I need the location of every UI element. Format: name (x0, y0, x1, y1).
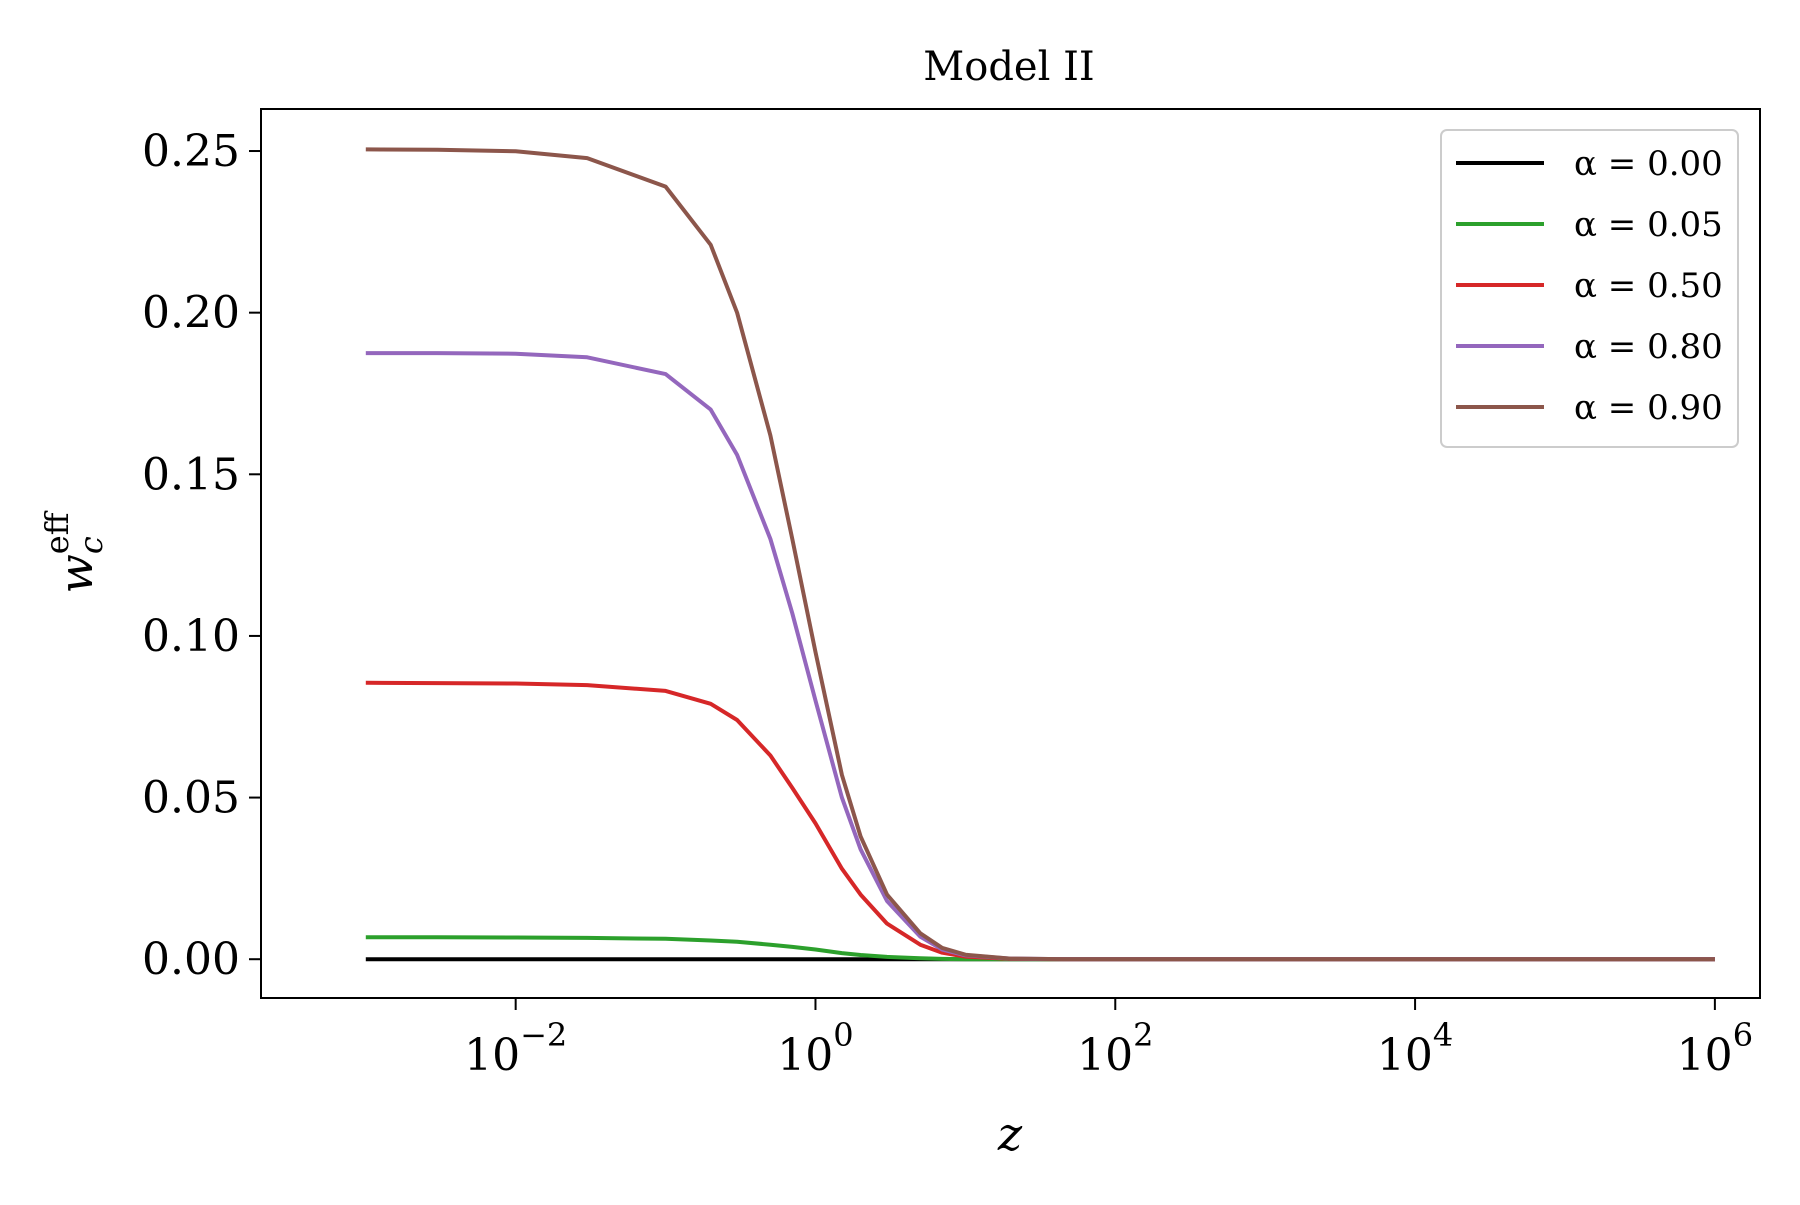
y-axis-label-sup: eff (38, 510, 76, 554)
legend: α = 0.00 α = 0.05 α = 0.50 α = 0.80 α = 0.90 (1440, 129, 1739, 448)
x-tick-label-3: 104 (1377, 1016, 1453, 1081)
legend-label-4: α = 0.90 (1574, 388, 1723, 428)
y-tick-label-0: 0.00 (142, 934, 240, 985)
legend-label-0: α = 0.00 (1574, 144, 1723, 184)
plot-frame (260, 108, 1761, 999)
x-tick-label-4: 106 (1677, 1016, 1753, 1081)
y-axis-label-sub: c (72, 536, 110, 554)
y-axis-label: wceff (38, 510, 110, 593)
series-layer (365, 147, 1715, 962)
svg-text:wceff: wceff (38, 510, 110, 593)
y-axis-label-base: w (49, 554, 103, 593)
legend-label-3: α = 0.80 (1574, 327, 1723, 367)
x-tick-label-2: 102 (1077, 1016, 1153, 1081)
legend-box (1440, 129, 1739, 448)
y-tick-label-5: 0.25 (142, 126, 240, 177)
x-axis-label: z (997, 1107, 1023, 1161)
series-line-4 (365, 147, 1715, 962)
chart-title: Model II (923, 44, 1094, 90)
y-tick-label-3: 0.15 (142, 449, 240, 500)
x-tick-label-1: 100 (777, 1016, 853, 1081)
y-tick-label-4: 0.20 (142, 288, 240, 339)
y-axis: 0.00 0.05 0.10 0.15 0.20 0.25 (142, 126, 261, 985)
y-tick-label-2: 0.10 (142, 611, 240, 662)
y-tick-label-1: 0.05 (142, 773, 240, 824)
x-axis: 10−2 100 102 104 106 (464, 998, 1753, 1081)
legend-label-2: α = 0.50 (1574, 266, 1723, 306)
x-tick-label-0: 10−2 (464, 1016, 567, 1081)
legend-label-1: α = 0.05 (1574, 205, 1723, 245)
